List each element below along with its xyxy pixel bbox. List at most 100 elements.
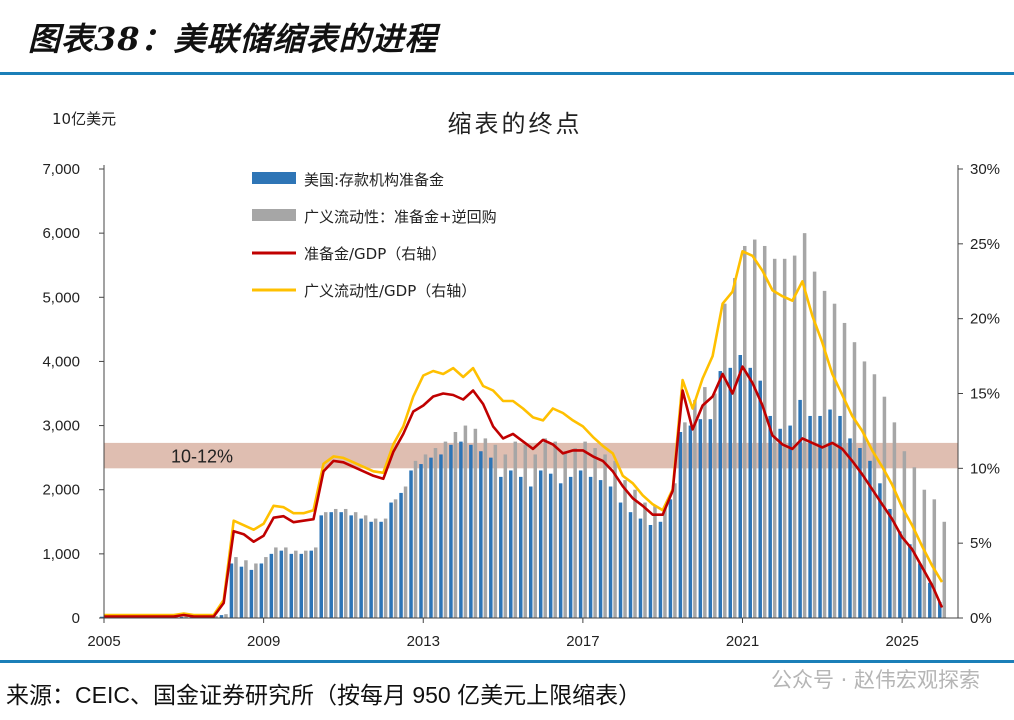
y-tick-label: 2,000: [42, 482, 80, 499]
bar-liquidity: [862, 361, 867, 618]
y2-tick-label: 30%: [970, 161, 1000, 178]
bar-reserves: [249, 569, 254, 618]
bar-reserves: [229, 563, 234, 618]
bar-liquidity: [623, 480, 627, 618]
y-tick-label: 5,000: [42, 289, 80, 306]
bar-liquidity: [184, 616, 188, 618]
bar-liquidity: [643, 502, 647, 618]
bar-liquidity: [533, 454, 537, 618]
bar-liquidity: [403, 486, 408, 618]
bar-reserves: [798, 399, 802, 618]
bar-liquidity: [633, 489, 637, 618]
bar-liquidity: [912, 467, 917, 618]
bar-liquidity: [792, 255, 797, 619]
bar-liquidity: [314, 547, 318, 618]
bar-reserves: [608, 486, 613, 618]
bar-liquidity: [673, 483, 677, 618]
bar-liquidity: [493, 444, 498, 618]
bar-liquidity: [743, 245, 747, 618]
bar-liquidity: [932, 499, 937, 618]
bar-reserves: [738, 355, 743, 618]
y2-tick-label: 25%: [970, 236, 1000, 253]
bar-reserves: [658, 521, 663, 618]
header-divider: [0, 72, 1014, 75]
bar-reserves: [698, 419, 703, 618]
bar-reserves: [259, 563, 264, 618]
bar-reserves: [239, 566, 244, 618]
y-tick-label: 1,000: [42, 546, 80, 563]
bar-reserves: [299, 553, 304, 618]
bar-liquidity: [922, 489, 927, 618]
bar-liquidity: [892, 422, 897, 618]
bar-reserves: [219, 615, 224, 618]
bar-liquidity: [822, 290, 827, 618]
y-tick-label: 7,000: [42, 161, 80, 178]
bar-reserves: [419, 464, 423, 618]
footer-divider: [0, 660, 1014, 663]
legend-reserves-label: 美国:存款机构准备金: [304, 171, 444, 189]
bar-reserves: [179, 616, 184, 618]
bar-reserves: [578, 470, 583, 618]
x-tick-label: 2013: [407, 633, 440, 650]
page-title: 图表38：美联储缩表的进程: [28, 20, 438, 58]
bar-reserves: [339, 512, 343, 618]
bar-liquidity: [523, 444, 528, 618]
bar-liquidity: [832, 303, 837, 618]
bar-liquidity: [752, 239, 757, 619]
x-tick-label: 2005: [87, 633, 120, 650]
bar-liquidity: [284, 547, 288, 618]
y-axis-label: 10亿美元: [52, 110, 116, 128]
bar-liquidity: [224, 614, 228, 618]
bar-liquidity: [304, 550, 308, 618]
legend-reserves-swatch: [252, 172, 296, 184]
bar-reserves: [728, 367, 733, 618]
bar-reserves: [808, 415, 812, 618]
bar-reserves: [289, 553, 294, 618]
bar-reserves: [818, 415, 822, 618]
bar-liquidity: [573, 448, 577, 618]
x-tick-label: 2009: [247, 633, 280, 650]
legend-liquidity: 广义流动性：准备金+逆回购: [252, 208, 497, 226]
bar-reserves: [758, 380, 762, 618]
bar-reserves: [838, 415, 842, 618]
bar-reserves: [638, 518, 643, 618]
bar-reserves: [269, 553, 274, 618]
bar-liquidity: [583, 441, 587, 618]
bar-liquidity: [274, 547, 278, 618]
bar-reserves: [379, 521, 383, 618]
bar-reserves: [748, 367, 752, 618]
bar-liquidity: [553, 441, 557, 618]
bar-reserves: [439, 454, 443, 618]
bar-liquidity: [872, 374, 877, 618]
bar-liquidity: [214, 616, 218, 618]
legend-reserves-gdp-label: 准备金/GDP（右轴）: [304, 245, 446, 263]
bar-liquidity: [473, 428, 478, 618]
y-tick-label: 0: [72, 610, 80, 627]
bar-reserves: [708, 419, 713, 618]
bar-reserves: [848, 438, 852, 618]
bar-reserves: [588, 476, 593, 618]
bar-liquidity: [613, 460, 617, 618]
y-tick-label: 4,000: [42, 353, 80, 370]
bar-liquidity: [333, 508, 338, 618]
bar-liquidity: [683, 422, 687, 618]
bar-reserves: [718, 371, 723, 618]
bar-liquidity: [942, 521, 947, 618]
bar-liquidity: [264, 557, 268, 618]
bar-liquidity: [323, 512, 328, 618]
x-tick-label: 2017: [566, 633, 599, 650]
bar-liquidity: [373, 518, 378, 618]
bar-reserves: [828, 409, 832, 618]
bar-reserves: [538, 470, 543, 618]
bar-reserves: [528, 486, 533, 618]
bar-reserves: [399, 492, 403, 618]
bar-reserves: [309, 550, 314, 618]
bar-reserves: [329, 512, 333, 618]
bar-liquidity: [852, 342, 857, 618]
band-label: 10-12%: [171, 447, 233, 467]
bar-liquidity: [413, 460, 418, 618]
bar-liquidity: [234, 557, 238, 618]
bar-liquidity: [802, 233, 807, 618]
bar-liquidity: [902, 451, 907, 618]
legend-reserves: 美国:存款机构准备金: [252, 171, 444, 189]
